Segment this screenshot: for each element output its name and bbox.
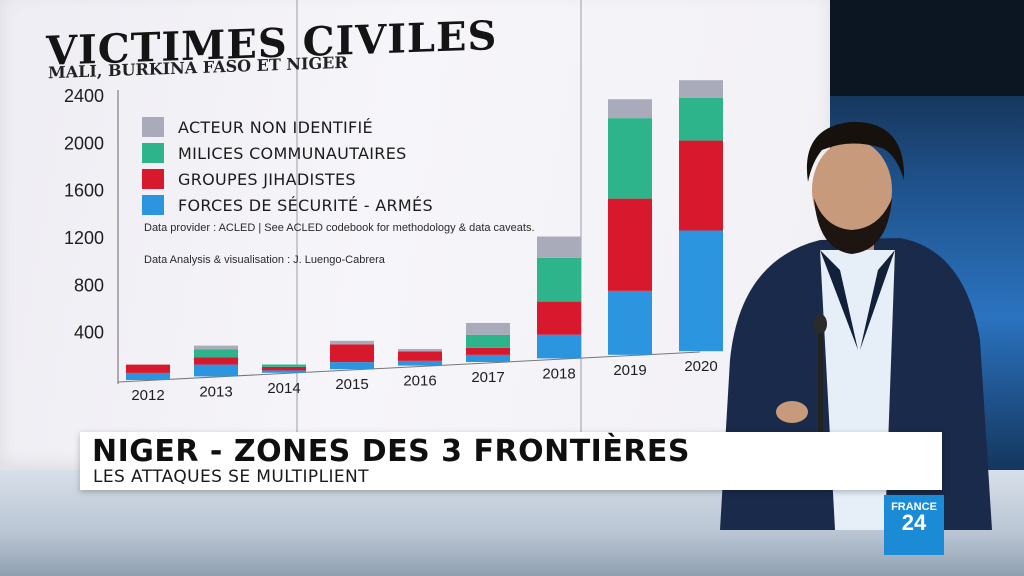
legend-label: GROUPES JIHADISTES	[178, 169, 356, 189]
presenter-hair	[806, 121, 905, 182]
bar-segment	[330, 344, 374, 363]
bar-segment	[466, 354, 510, 362]
chart-legend: ACTEUR NON IDENTIFIÉ MILICES COMMUNAUTAI…	[142, 114, 433, 218]
bar-segment	[398, 351, 442, 361]
y-tick-label: 2400	[64, 86, 104, 106]
x-tick-label: 2017	[471, 369, 504, 386]
legend-label: MILICES COMMUNAUTAIRES	[178, 143, 407, 163]
bar-segment	[537, 301, 581, 335]
bar-segment	[194, 349, 238, 358]
microphone-stand	[818, 320, 823, 432]
bar-segment	[398, 349, 442, 352]
bar-segment	[194, 357, 238, 365]
legend-item: MILICES COMMUNAUTAIRES	[142, 140, 433, 166]
bar-segment	[679, 140, 723, 231]
x-tick-label: 2019	[613, 362, 646, 379]
y-tick-label: 800	[74, 275, 104, 295]
legend-item: GROUPES JIHADISTES	[142, 166, 433, 192]
presenter-face	[812, 140, 892, 240]
bar-segment	[608, 290, 652, 355]
bar-segment	[537, 236, 581, 258]
screen-seam	[296, 0, 298, 470]
lower-third-headline: NIGER - ZONES DES 3 FRONTIÈRES	[92, 434, 691, 469]
bar-segment	[608, 198, 652, 291]
data-provider-credit: Data provider : ACLED | See ACLED codebo…	[144, 222, 535, 234]
legend-item: ACTEUR NON IDENTIFIÉ	[142, 114, 433, 140]
legend-label: ACTEUR NON IDENTIFIÉ	[178, 117, 373, 137]
video-wall: VICTIMES CIVILES MALI, BURKINA FASO ET N…	[0, 0, 830, 470]
chart-plot: 400 800 1200 1600 2000 2400 2012 2013 2014 2015 20…	[64, 80, 723, 404]
screen-seam	[580, 0, 582, 470]
analysis-credit: Data Analysis & visualisation : J. Lueng…	[144, 254, 385, 266]
x-tick-label: 2014	[267, 380, 300, 397]
x-tick-label: 2013	[199, 383, 232, 400]
y-tick-label: 400	[74, 323, 104, 343]
bar-segment	[608, 118, 652, 199]
presenter-hand	[776, 401, 808, 423]
bar-segment	[466, 322, 510, 335]
bar-segment	[262, 366, 306, 371]
presenter-beard	[814, 198, 892, 254]
bar-segment	[537, 334, 581, 359]
y-tick-label: 1200	[64, 228, 104, 248]
bar-segment	[679, 230, 723, 352]
legend-swatch	[142, 169, 164, 189]
lower-third-subline: LES ATTAQUES SE MULTIPLIENT	[93, 467, 369, 487]
legend-swatch	[142, 195, 164, 215]
legend-swatch	[142, 117, 164, 137]
legend-label: FORCES DE SÉCURITÉ - ARMÉS	[178, 195, 433, 215]
x-tick-label: 2016	[403, 373, 436, 390]
bar-segment	[126, 364, 170, 373]
x-axis-line	[117, 351, 701, 383]
bar-segment	[537, 257, 581, 302]
x-tick-label: 2020	[684, 358, 717, 375]
france24-logo: FRANCE 24	[884, 495, 944, 555]
y-tick-label: 1600	[64, 181, 104, 201]
bar-segment	[466, 347, 510, 355]
bar-segment	[194, 345, 238, 350]
bar-segment	[608, 99, 652, 119]
bar-segment	[262, 364, 306, 367]
lower-third	[80, 432, 942, 490]
logo-top-text: FRANCE	[891, 501, 937, 513]
bar-segment	[679, 97, 723, 141]
logo-number: 24	[901, 510, 927, 535]
bar-segment	[126, 372, 170, 380]
legend-swatch	[142, 143, 164, 163]
bar-segment	[194, 364, 238, 377]
microphone-icon	[813, 314, 827, 334]
bar-segment	[679, 80, 723, 98]
bar-segment	[330, 340, 374, 345]
x-tick-label: 2018	[542, 365, 575, 382]
x-tick-label: 2015	[335, 376, 368, 393]
y-tick-label: 2000	[64, 133, 104, 153]
x-tick-label: 2012	[131, 387, 164, 404]
bar-segment	[262, 370, 306, 373]
legend-item: FORCES DE SÉCURITÉ - ARMÉS	[142, 192, 433, 218]
bar-segment	[466, 334, 510, 348]
bar-segment	[330, 362, 374, 370]
studio-ceiling	[826, 0, 1024, 96]
bar-segment	[398, 360, 442, 366]
